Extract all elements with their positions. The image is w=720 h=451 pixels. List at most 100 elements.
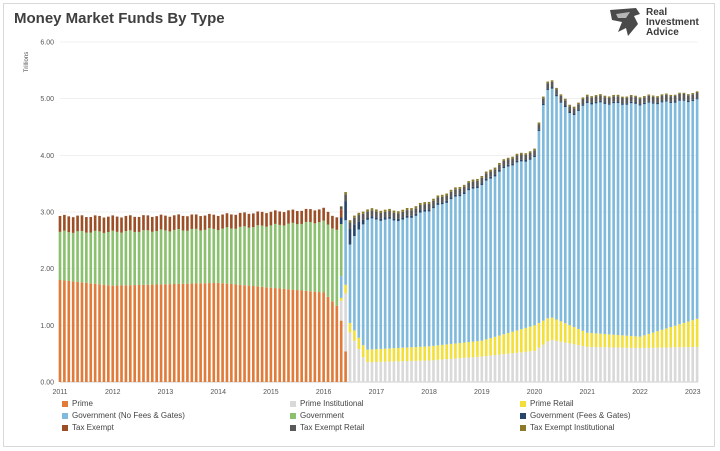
bar-segment-government	[313, 223, 317, 292]
y-tick-label: 2.00	[40, 266, 54, 273]
bar-segment-tax_exempt_retail	[471, 181, 475, 187]
y-tick-label: 6.00	[40, 40, 54, 47]
bar-segment-tax_exempt	[225, 213, 229, 228]
bar-segment-gov_nofees	[388, 218, 391, 349]
bar-segment-tax_exempt_retail	[656, 97, 659, 103]
bar-segment-tax_exempt_retail	[559, 95, 563, 102]
bar-segment-gov_nofees	[493, 176, 497, 337]
bar-segment-tax_exempt_retail	[379, 212, 383, 219]
bar-segment-tax_exempt_retail	[480, 177, 484, 184]
bar-segment-tax_exempt	[120, 217, 123, 233]
bar-segment-gov_nofees	[687, 102, 690, 322]
bar-segment-prime_inst	[498, 354, 501, 382]
bar-segment-tax_exempt	[128, 215, 132, 231]
bar-segment-tax_exempt_inst	[555, 87, 558, 90]
bar-segment-gov_fees	[361, 219, 365, 225]
bar-segment-tax_exempt_retail	[594, 96, 598, 102]
bar-segment-gov_nofees	[410, 217, 413, 348]
x-tick-label: 2015	[263, 389, 279, 396]
bar-segment-government	[243, 226, 246, 286]
bar-segment-tax_exempt_inst	[418, 202, 422, 205]
bar-segment-tax_exempt_inst	[436, 195, 440, 198]
bar-segment-gov_nofees	[563, 107, 567, 324]
bar-segment-tax_exempt	[291, 209, 295, 223]
bar-segment-gov_nofees	[397, 221, 400, 348]
bar-segment-prime_inst	[590, 346, 593, 382]
bar-segment-tax_exempt_inst	[533, 148, 536, 151]
bar-segment-gov_nofees	[449, 199, 453, 344]
bar-segment-prime_inst	[436, 359, 440, 382]
bar-segment-gov_nofees	[572, 115, 576, 328]
bar-segment-tax_exempt_inst	[454, 187, 457, 190]
bar-segment-gov_nofees	[603, 103, 607, 335]
bar-segment-tax_exempt	[164, 215, 167, 231]
bar-stacks	[58, 80, 699, 382]
bar-segment-tax_exempt	[234, 214, 238, 229]
bar-segment-tax_exempt_inst	[489, 169, 492, 172]
bar-segment-tax_exempt	[282, 212, 286, 226]
bar-segment-prime_retail	[599, 333, 602, 348]
bar-segment-tax_exempt_inst	[375, 209, 378, 212]
bar-segment-gov_fees	[353, 224, 356, 237]
bar-segment-prime_retail	[621, 335, 624, 348]
bar-segment-gov_nofees	[660, 102, 664, 330]
bar-segment-tax_exempt_inst	[506, 157, 510, 160]
bar-segment-gov_fees	[603, 102, 607, 104]
bar-segment-government	[278, 224, 282, 289]
bar-segment-tax_exempt	[260, 211, 264, 226]
bar-segment-tax_exempt_retail	[542, 98, 545, 104]
bar-segment-prime_inst	[691, 346, 695, 382]
bar-segment-gov_fees	[673, 101, 677, 103]
bar-segment-prime_retail	[563, 323, 567, 343]
bar-segment-tax_exempt_retail	[370, 210, 374, 217]
bar-segment-prime_inst	[563, 342, 567, 382]
bar-segment-tax_exempt_retail	[462, 186, 466, 193]
bar-segment-gov_fees	[498, 169, 501, 172]
bar-segment-prime_retail	[673, 325, 677, 348]
bar-segment-tax_exempt_inst	[577, 102, 580, 105]
bar-segment-tax_exempt	[63, 214, 66, 231]
bar-segment-gov_nofees	[594, 103, 598, 334]
bar-segment-gov_fees	[669, 101, 673, 103]
bar-segment-prime_retail	[524, 327, 528, 352]
bar-segment-prime	[339, 320, 343, 382]
bar-segment-tax_exempt	[322, 207, 325, 221]
bar-segment-prime_retail	[533, 325, 536, 351]
bar-segment-gov_nofees	[651, 103, 655, 333]
bar-segment-tax_exempt_retail	[524, 154, 528, 161]
y-tick-label: 1.00	[40, 323, 54, 330]
bar-segment-prime	[247, 285, 251, 382]
x-axis: 2011 2012 2013 2014 2015 2016 2017 2018 2019 2020…	[52, 389, 700, 396]
bar-segment-prime_retail	[392, 348, 396, 362]
bar-segment-tax_exempt_retail	[572, 108, 576, 114]
bar-segment-prime	[221, 283, 224, 382]
bar-segment-prime_retail	[361, 345, 365, 358]
bar-segment-tax_exempt	[304, 208, 308, 222]
bar-segment-government	[194, 228, 198, 284]
bar-segment-gov_fees	[471, 186, 475, 189]
bar-segment-tax_exempt_retail	[388, 211, 391, 217]
bar-segment-tax_exempt_inst	[410, 208, 413, 211]
bar-segment-government	[133, 231, 137, 286]
bar-segment-prime_retail	[366, 349, 369, 363]
bar-segment-government	[260, 225, 264, 287]
bar-segment-prime_inst	[546, 341, 550, 382]
bar-segment-prime	[172, 284, 176, 382]
bar-segment-prime_inst	[682, 347, 686, 382]
bar-segment-prime_inst	[550, 339, 554, 382]
bar-segment-prime_inst	[581, 345, 585, 382]
bar-segment-prime	[120, 285, 123, 382]
bar-segment-government	[111, 230, 115, 286]
bar-segment-prime_retail	[353, 330, 356, 341]
logo-text: Real Investment Advice	[646, 8, 699, 38]
bar-segment-tax_exempt	[199, 216, 202, 231]
bar-segment-tax_exempt_retail	[410, 210, 413, 216]
bar-segment-gov_nofees	[423, 211, 427, 347]
bar-segment-prime	[76, 281, 79, 382]
bar-segment-gov_fees	[388, 216, 391, 219]
bar-segment-government	[107, 232, 110, 286]
bar-segment-tax_exempt_retail	[603, 97, 607, 103]
bar-segment-gov_nofees	[414, 215, 418, 348]
bar-segment-prime_inst	[695, 346, 699, 382]
bar-segment-gov_fees	[476, 186, 479, 189]
